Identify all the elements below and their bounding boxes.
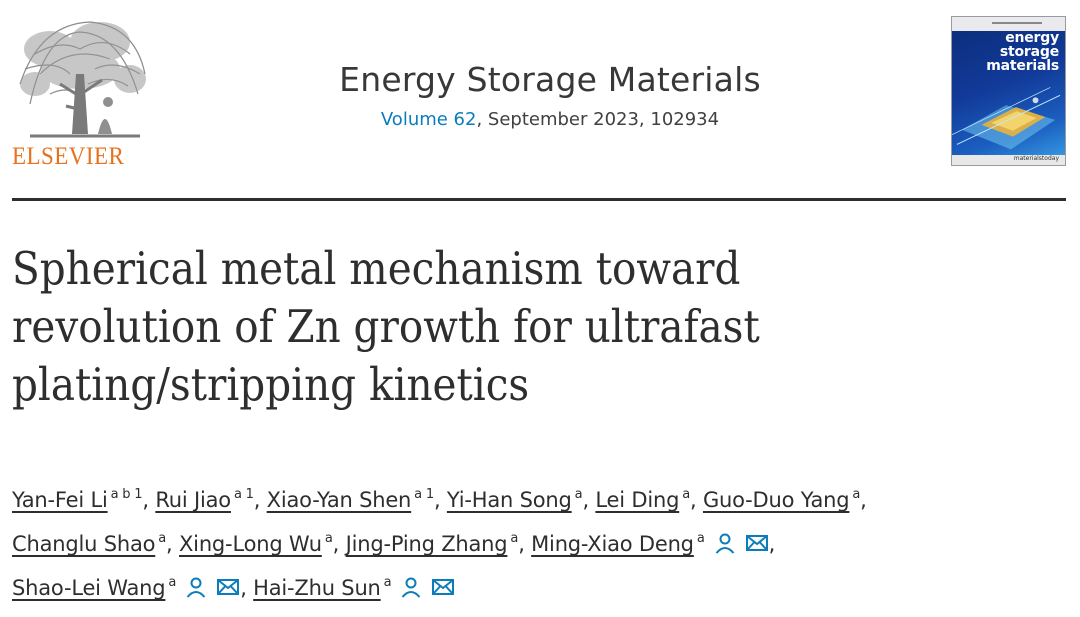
author-name[interactable]: Yan-Fei Li (12, 488, 108, 512)
affiliation-sup[interactable]: a (383, 575, 392, 590)
affiliation-sup[interactable]: a (168, 575, 177, 590)
author: Xing-Long Wu a, (179, 532, 346, 556)
affiliation-sup[interactable]: a (324, 531, 333, 546)
elsevier-tree-logo[interactable] (10, 14, 150, 174)
journal-header: Energy Storage Materials Volume 62, Sept… (250, 60, 850, 130)
separator: , (768, 532, 776, 556)
cover-artwork (952, 87, 1061, 150)
separator: , (240, 576, 254, 600)
journal-cover-thumbnail[interactable]: energy storage materials materialstoday (951, 16, 1066, 166)
author: Ming-Xiao Deng a, (531, 532, 775, 556)
author: Shao-Lei Wang a, (12, 576, 253, 600)
cover-footer: materialstoday (952, 155, 1065, 165)
affiliation-sup[interactable]: a 1 (414, 487, 434, 502)
author: Rui Jiao a 1, (155, 488, 266, 512)
author-list: Yan-Fei Li a b 1, Rui Jiao a 1, Xiao-Yan S… (12, 478, 1072, 610)
person-icon[interactable] (184, 575, 208, 599)
person-icon[interactable] (713, 531, 737, 555)
separator: , (582, 488, 596, 512)
envelope-icon[interactable] (216, 575, 240, 599)
author: Hai-Zhu Sun a (253, 576, 455, 600)
author-name[interactable]: Changlu Shao (12, 532, 156, 556)
separator: , (332, 532, 346, 556)
author: Jing-Ping Zhang a, (346, 532, 532, 556)
author-name[interactable]: Shao-Lei Wang (12, 576, 166, 600)
separator: , (433, 488, 447, 512)
issue-info: Volume 62, September 2023, 102934 (250, 109, 850, 130)
author-name[interactable]: Rui Jiao (155, 488, 231, 512)
affiliation-sup[interactable]: a (510, 531, 519, 546)
envelope-icon[interactable] (431, 575, 455, 599)
author: Yi-Han Song a, (447, 488, 596, 512)
author-name[interactable]: Guo-Duo Yang (702, 488, 850, 512)
volume-link[interactable]: Volume 62 (380, 109, 477, 130)
author: Changlu Shao a, (12, 532, 179, 556)
author: Lei Ding a, (595, 488, 703, 512)
author-name[interactable]: Lei Ding (595, 488, 680, 512)
separator: , (860, 488, 867, 512)
author-name[interactable]: Yi-Han Song (446, 488, 572, 512)
separator: , (689, 488, 703, 512)
header-divider (12, 198, 1066, 201)
issue-details: , September 2023, 102934 (476, 109, 720, 130)
author: Guo-Duo Yang a, (703, 488, 867, 512)
affiliation-sup[interactable]: a (574, 487, 583, 502)
affiliation-sup[interactable]: a (852, 487, 861, 502)
elsevier-tree-icon (19, 21, 146, 138)
author: Xiao-Yan Shen a 1, (267, 488, 447, 512)
author-name[interactable]: Ming-Xiao Deng (531, 532, 694, 556)
author-name[interactable]: Xiao-Yan Shen (266, 488, 412, 512)
affiliation-sup[interactable]: a (158, 531, 167, 546)
separator: , (518, 532, 532, 556)
separator: , (142, 488, 156, 512)
author: Yan-Fei Li a b 1, (12, 488, 155, 512)
affiliation-sup[interactable]: a (682, 487, 690, 502)
person-icon[interactable] (399, 575, 423, 599)
author-name[interactable]: Xing-Long Wu (179, 532, 322, 556)
affiliation-sup[interactable]: a 1 (233, 487, 254, 502)
author-name[interactable]: Hai-Zhu Sun (253, 576, 381, 600)
elsevier-wordmark: ELSEVIER (12, 143, 125, 170)
envelope-icon[interactable] (745, 531, 769, 555)
cover-header-band (952, 17, 1065, 31)
separator: , (253, 488, 267, 512)
author-name[interactable]: Jing-Ping Zhang (345, 532, 508, 556)
affiliation-sup[interactable]: a b 1 (110, 487, 143, 502)
separator: , (166, 532, 179, 556)
article-title: Spherical metal mechanism toward revolut… (12, 242, 760, 411)
affiliation-sup[interactable]: a (696, 531, 705, 546)
cover-title: energy storage materials (986, 30, 1059, 74)
journal-title[interactable]: Energy Storage Materials (339, 60, 761, 99)
